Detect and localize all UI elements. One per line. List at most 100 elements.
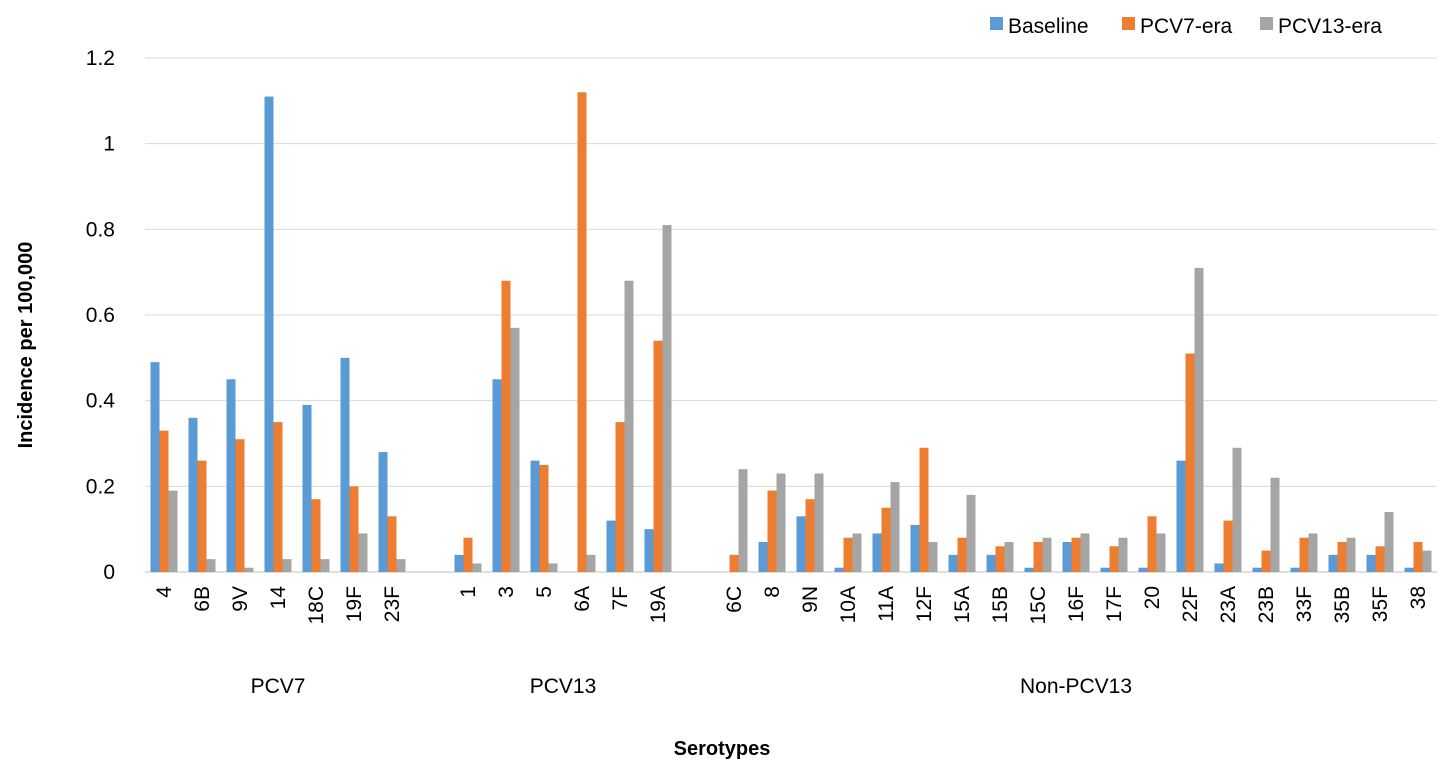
bar-pcv13-era-10a: [852, 533, 862, 572]
x-tick-label: 35F: [1369, 586, 1392, 622]
bar-pcv13-era-1: [472, 563, 482, 572]
bar-baseline-9n: [796, 516, 806, 572]
bar-pcv13-era-23b: [1270, 477, 1280, 572]
bar-baseline-15c: [1024, 567, 1034, 572]
bar-pcv7-era-6b: [197, 460, 207, 572]
bar-pcv13-era-9v: [244, 567, 254, 572]
x-tick-label: 15B: [989, 586, 1012, 623]
legend: Baseline PCV7-era PCV13-era: [990, 15, 1382, 38]
bar-pcv13-era-22f: [1194, 267, 1204, 572]
bar-pcv7-era-1: [463, 537, 473, 572]
x-tick-label: 23F: [381, 586, 404, 622]
bar-pcv7-era-17f: [1109, 546, 1119, 572]
bars: [150, 92, 1432, 573]
bar-baseline-1: [454, 554, 464, 572]
bar-baseline-9v: [226, 379, 236, 572]
bar-baseline-15b: [986, 554, 996, 572]
x-tick-label: 9V: [229, 586, 252, 612]
bar-pcv7-era-19a: [653, 340, 663, 572]
bar-pcv7-era-38: [1413, 542, 1423, 572]
bar-pcv7-era-11a: [881, 507, 891, 572]
bar-baseline-38: [1404, 567, 1414, 572]
y-tick-label: 1: [103, 133, 115, 156]
bar-baseline-4: [150, 362, 160, 572]
x-tick-label: 16F: [1065, 586, 1088, 622]
bar-pcv7-era-18c: [311, 499, 321, 572]
x-tick-label: 33F: [1293, 586, 1316, 622]
bar-pcv7-era-6a: [577, 92, 587, 573]
x-tick-label: 1: [457, 586, 480, 598]
bar-pcv7-era-15b: [995, 546, 1005, 572]
bar-pcv13-era-6c: [738, 469, 748, 572]
bar-pcv7-era-15a: [957, 537, 967, 572]
bar-pcv7-era-23f: [387, 516, 397, 572]
bar-pcv13-era-17f: [1118, 537, 1128, 572]
gridlines: [145, 57, 1437, 573]
x-tick-label: 6B: [191, 586, 214, 612]
bar-baseline-15a: [948, 554, 958, 572]
bar-pcv7-era-4: [159, 430, 169, 572]
bar-pcv7-era-8: [767, 490, 777, 572]
x-tick-label: 6A: [571, 586, 594, 612]
bar-pcv7-era-16f: [1071, 537, 1081, 572]
x-tick-label: 15A: [951, 586, 974, 623]
bar-pcv13-era-9n: [814, 473, 824, 572]
bar-baseline-20: [1138, 567, 1148, 572]
bar-baseline-22f: [1176, 460, 1186, 572]
bar-pcv7-era-3: [501, 280, 511, 572]
bar-pcv13-era-4: [168, 490, 178, 572]
y-tick-label: 0.8: [86, 218, 115, 241]
x-tick-label: 3: [495, 586, 518, 598]
x-tick-label: 8: [761, 586, 784, 598]
y-tick-label: 0.2: [86, 475, 115, 498]
x-tick-label: 19A: [647, 586, 670, 623]
group-label: PCV13: [530, 675, 597, 698]
legend-swatch: [1122, 17, 1135, 30]
bar-pcv13-era-18c: [320, 559, 330, 572]
bar-pcv13-era-33f: [1308, 533, 1318, 572]
bar-pcv7-era-9n: [805, 499, 815, 572]
legend-label: Baseline: [1008, 15, 1089, 38]
x-tick-label: 35B: [1331, 586, 1354, 623]
bar-pcv13-era-5: [548, 563, 558, 572]
x-tick-label: 4: [153, 586, 176, 598]
bar-baseline-14: [264, 96, 274, 573]
y-tick-label: 0.6: [86, 304, 115, 327]
bar-pcv13-era-6a: [586, 554, 596, 572]
bar-pcv7-era-7f: [615, 422, 625, 572]
group-label: Non-PCV13: [1020, 675, 1132, 698]
bar-pcv13-era-14: [282, 559, 292, 572]
x-axis-ticks: 4 6B 9V 14 18C 19F 23F 1 3 5 6A 7F 19A 6C 8 9N 10A 11A 12F…: [153, 586, 1430, 625]
bar-pcv7-era-19f: [349, 486, 359, 572]
bar-pcv7-era-15c: [1033, 542, 1043, 572]
bar-pcv7-era-10a: [843, 537, 853, 572]
bar-baseline-8: [758, 542, 768, 572]
bar-baseline-35f: [1366, 554, 1376, 572]
bar-baseline-23a: [1214, 563, 1224, 572]
x-tick-label: 9N: [799, 586, 822, 613]
x-tick-label: 20: [1141, 586, 1164, 609]
x-tick-label: 38: [1407, 586, 1430, 609]
x-tick-label: 23B: [1255, 586, 1278, 623]
bar-pcv7-era-33f: [1299, 537, 1309, 572]
bar-pcv13-era-12f: [928, 542, 938, 572]
bar-baseline-11a: [872, 533, 882, 572]
bar-pcv13-era-8: [776, 473, 786, 572]
bar-pcv7-era-23a: [1223, 520, 1233, 572]
bar-baseline-23f: [378, 452, 388, 572]
bar-pcv13-era-3: [510, 327, 520, 572]
bar-baseline-35b: [1328, 554, 1338, 572]
bar-pcv7-era-23b: [1261, 550, 1271, 572]
legend-swatch: [1260, 17, 1273, 30]
bar-pcv13-era-15c: [1042, 537, 1052, 572]
bar-baseline-23b: [1252, 567, 1262, 572]
bar-pcv13-era-23a: [1232, 447, 1242, 572]
x-tick-label: 6C: [723, 586, 746, 613]
legend-swatch: [990, 17, 1003, 30]
bar-baseline-6b: [188, 417, 198, 572]
bar-baseline-18c: [302, 404, 312, 572]
bar-pcv7-era-35b: [1337, 542, 1347, 572]
bar-baseline-10a: [834, 567, 844, 572]
bar-pcv13-era-20: [1156, 533, 1166, 572]
x-tick-label: 17F: [1103, 586, 1126, 622]
